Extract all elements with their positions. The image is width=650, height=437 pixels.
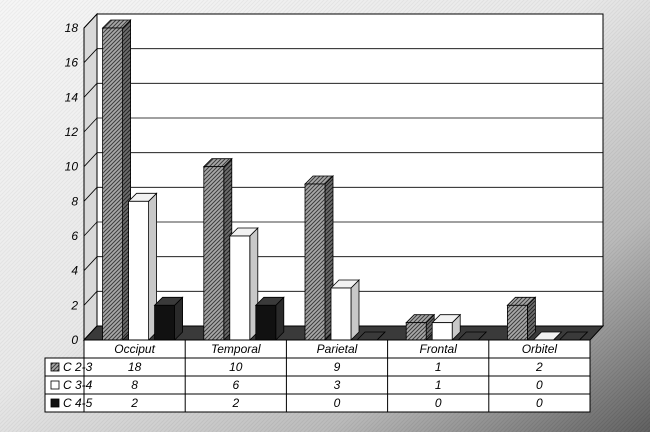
gridline-side — [83, 13, 98, 29]
bar-side — [350, 279, 360, 341]
data-label-c-4-5-orbitel: 0 — [536, 396, 543, 410]
legend-key-c-2-3 — [50, 362, 60, 372]
gridline-side — [83, 221, 98, 237]
category-label-frontal: Frontal — [420, 342, 458, 356]
data-label-c-2-3-temporal: 10 — [229, 360, 243, 374]
data-label-c-3-4-frontal: 1 — [435, 378, 442, 392]
data-label-c-2-3-frontal: 1 — [435, 360, 442, 374]
y-tick-label: 16 — [65, 56, 79, 70]
bar-face — [330, 287, 352, 341]
data-table: Occiput Temporal Parietal Frontal Orbitel C 2… — [44, 339, 591, 413]
data-label-c-4-5-frontal: 0 — [435, 396, 442, 410]
bar-face — [255, 304, 277, 341]
legend-key-c-4-5 — [50, 398, 60, 408]
data-label-c-2-3-occiput: 18 — [128, 360, 142, 374]
y-tick-label: 6 — [71, 229, 78, 243]
gridline-side — [83, 117, 98, 133]
bar-face — [203, 166, 225, 341]
gridline-side — [83, 256, 98, 271]
bar-face — [506, 304, 528, 341]
data-label-c-4-5-occiput: 2 — [130, 396, 138, 410]
data-label-c-3-4-orbitel: 0 — [536, 378, 543, 392]
legend-label-c-3-4: C 3-4 — [63, 378, 93, 392]
data-label-c-3-4-occiput: 8 — [131, 378, 138, 392]
data-label-c-2-3-orbitel: 2 — [535, 360, 543, 374]
bar-face — [128, 200, 150, 341]
bar-c-3-4-parietal — [330, 279, 360, 341]
bar-face — [431, 322, 453, 341]
gridline-side — [83, 187, 98, 202]
gridline-side — [83, 83, 98, 98]
y-tick-label: 10 — [65, 160, 79, 174]
y-tick-label: 0 — [71, 333, 78, 347]
data-label-c-3-4-temporal: 6 — [232, 378, 239, 392]
y-tick-label: 4 — [71, 264, 78, 278]
y-tick-label: 18 — [65, 21, 79, 35]
legend-label-c-2-3: C 2-3 — [63, 360, 93, 374]
bar-face — [229, 235, 251, 341]
bar-c-3-4-temporal — [228, 227, 259, 341]
bar-face — [304, 183, 326, 341]
bar-c-4-5-occiput — [153, 296, 184, 341]
bar-c-2-3-frontal — [405, 313, 436, 341]
gridline-side — [83, 152, 98, 167]
data-label-c-4-5-temporal: 2 — [231, 396, 239, 410]
bar-c-2-3-occiput — [101, 19, 132, 341]
legend-label-c-4-5: C 4-5 — [63, 396, 93, 410]
bar-c-4-5-temporal — [254, 296, 285, 341]
category-label-occiput: Occiput — [114, 342, 155, 356]
y-tick-label: 2 — [70, 298, 78, 312]
bar-c-3-4-occiput — [127, 192, 158, 341]
bar-c-3-4-frontal — [431, 313, 462, 341]
y-tick-label: 8 — [71, 194, 78, 208]
category-label-temporal: Temporal — [211, 342, 261, 356]
gridline-side — [83, 291, 98, 306]
bar-c-2-3-parietal — [304, 175, 334, 341]
side-wall — [83, 12, 98, 342]
y-tick-label: 12 — [65, 125, 79, 139]
bar-face — [154, 304, 176, 341]
gridline-side — [83, 48, 98, 63]
table-body-bg — [44, 357, 591, 413]
data-label-c-2-3-parietal: 9 — [334, 360, 341, 374]
category-label-parietal: Parietal — [317, 342, 358, 356]
bar-face — [102, 27, 123, 341]
plot-area — [82, 12, 605, 342]
y-axis: 0 2 4 6 8 10 12 14 16 18 — [65, 21, 79, 347]
bar-c-2-3-orbitel — [506, 296, 537, 341]
category-label-orbitel: Orbitel — [522, 342, 558, 356]
bar-c-2-3-temporal — [202, 157, 233, 341]
y-tick-label: 14 — [65, 90, 79, 104]
data-label-c-4-5-parietal: 0 — [334, 396, 341, 410]
bar-face — [405, 322, 427, 341]
back-wall — [96, 13, 604, 327]
data-label-c-3-4-parietal: 3 — [334, 378, 341, 392]
legend-key-c-3-4 — [50, 380, 60, 390]
